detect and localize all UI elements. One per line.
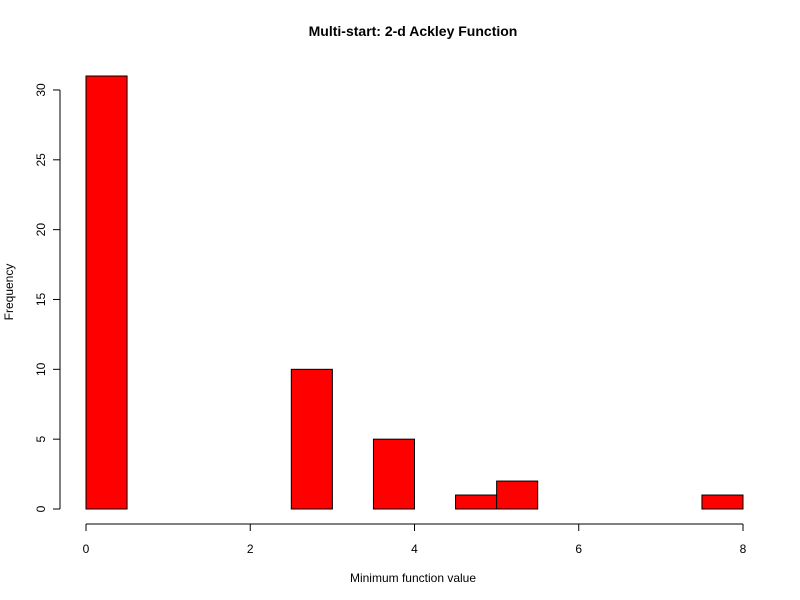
- histogram-bar: [701, 494, 744, 510]
- y-tick-label: 0: [34, 505, 48, 512]
- x-tick-label: 2: [247, 542, 254, 556]
- y-tick-label: 10: [34, 362, 48, 376]
- chart-title: Multi-start: 2-d Ackley Function: [309, 23, 518, 39]
- x-tick-label: 4: [411, 542, 418, 556]
- histogram-bar: [372, 438, 416, 510]
- y-tick-label: 5: [34, 436, 48, 443]
- y-axis-label: Frequency: [2, 264, 16, 321]
- histogram-bar: [290, 368, 333, 510]
- y-axis: 0 5 10 15 20 25 30: [34, 83, 61, 512]
- histogram-bar: [85, 75, 128, 510]
- y-tick-label: 30: [34, 83, 48, 97]
- y-tick-label: 25: [34, 153, 48, 167]
- x-axis-label: Minimum function value: [350, 571, 476, 585]
- x-tick-label: 8: [740, 542, 747, 556]
- bars-group: [85, 75, 744, 510]
- x-tick-label: 0: [83, 542, 90, 556]
- y-tick-label: 20: [34, 223, 48, 237]
- x-axis: 0 2 4 6 8: [83, 523, 747, 556]
- histogram-bar: [455, 494, 498, 510]
- y-tick-label: 15: [34, 292, 48, 306]
- histogram-bar: [496, 480, 539, 510]
- x-tick-label: 6: [575, 542, 582, 556]
